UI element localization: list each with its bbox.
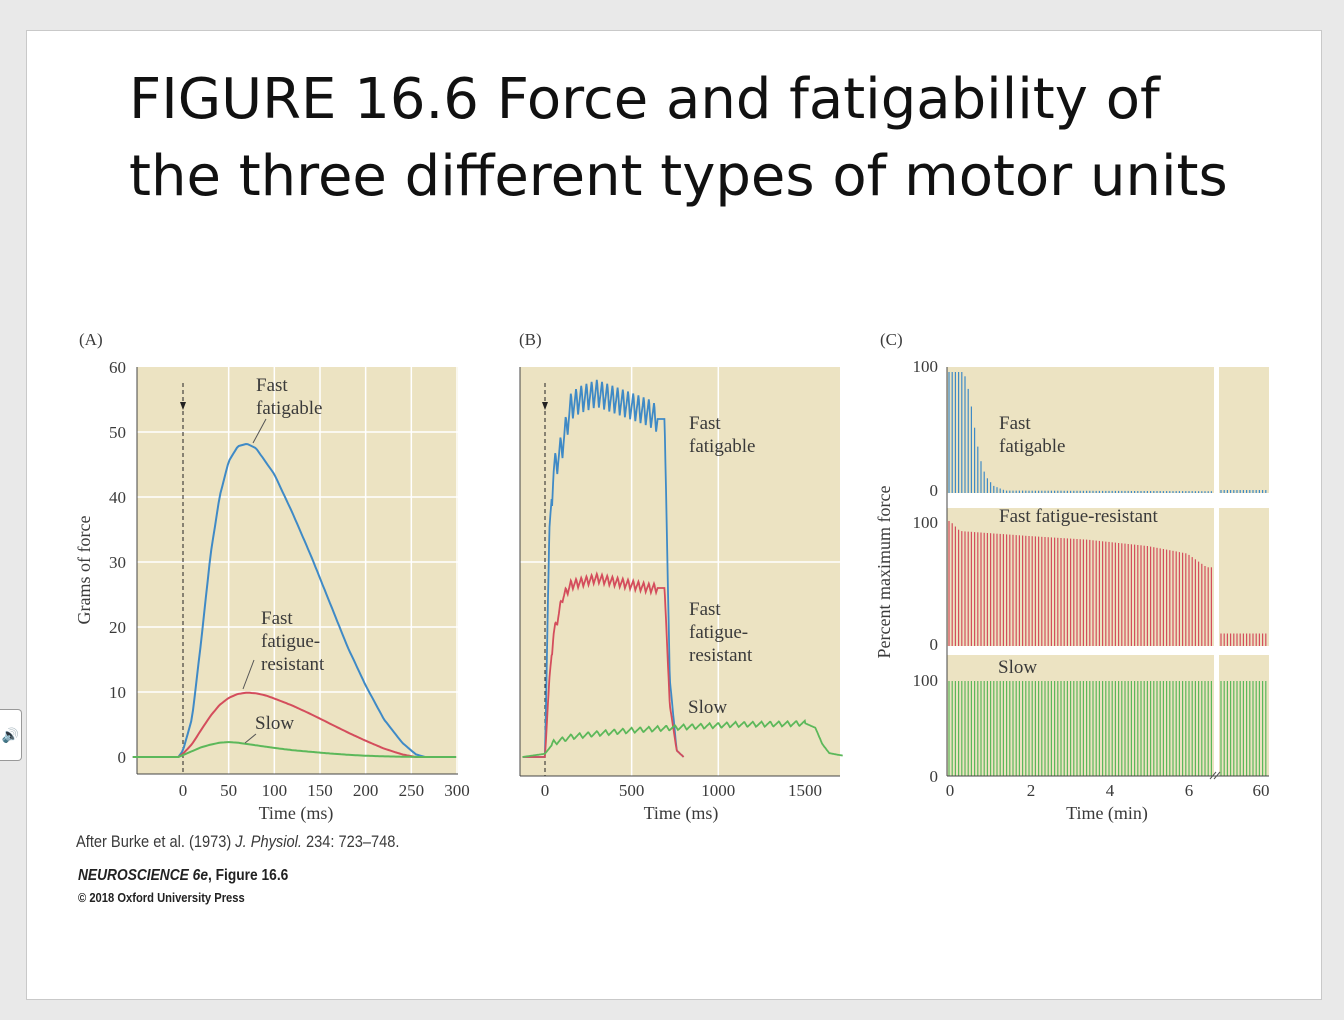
- panel-b-x-tick: 1500: [788, 781, 822, 800]
- panel-a-leader-slow: [244, 733, 257, 744]
- panel-a-x-tick: 150: [307, 781, 333, 800]
- panel-a-annotation-fast-fatigable-line-1: Fast: [256, 375, 288, 396]
- panel-a-y-tick: 50: [109, 423, 126, 442]
- book-figure: , Figure 16.6: [207, 867, 289, 884]
- panel-c-annotation-fast-fatigable-line-2: fatigable: [999, 436, 1065, 457]
- citation-suffix: 234: 723–748.: [301, 832, 400, 851]
- panel-a-leader-fast-fatigable: [252, 418, 267, 444]
- panel-a-y-tick: 40: [109, 488, 126, 507]
- panel-a-annotation-ffr-line-2: fatigue-: [261, 631, 320, 652]
- panel-a-x-tick: 200: [353, 781, 379, 800]
- panel-b-series-1: [522, 379, 685, 758]
- panel-b-background: [520, 367, 840, 776]
- panel-c-x-tick: 0: [946, 781, 955, 800]
- panel-c-y-label: Percent maximum force: [874, 486, 894, 659]
- panel-a-x-tick: 250: [399, 781, 425, 800]
- panel-c-annotation-fast-fatigable-line-1: Fast: [999, 413, 1031, 434]
- panel-b-x-tick: 500: [619, 781, 645, 800]
- panel-c-row-1-y-tick-zero: 0: [930, 481, 939, 500]
- panel-c-annotation-ffr-line-1: Fast fatigue-resistant: [999, 506, 1159, 527]
- panel-b-annotation-ffr-line-2: fatigue-: [689, 622, 748, 643]
- panel-a-series-1: [132, 442, 457, 758]
- panel-c-row-3-y-tick-zero: 0: [930, 767, 939, 786]
- source-citation: After Burke et al. (1973) J. Physiol. 23…: [76, 832, 399, 852]
- panel-a-x-tick: 50: [220, 781, 237, 800]
- panel-a-y-tick: 0: [118, 748, 127, 767]
- panel-a-background: [137, 367, 458, 774]
- panel-b-label: (B): [519, 330, 542, 349]
- panel-a-x-tick: 300: [444, 781, 470, 800]
- panel-c-x-tick: 6: [1185, 781, 1194, 800]
- audio-playback-button[interactable]: 🔊: [0, 709, 22, 761]
- panel-c-row-1-y-tick-max: 100: [913, 357, 939, 376]
- panel-a-y-tick: 30: [109, 553, 126, 572]
- panel-c-label: (C): [880, 330, 903, 349]
- panel-c-x-tick: 2: [1027, 781, 1036, 800]
- panel-a-series-2: [132, 691, 457, 758]
- panel-b-stimulus-arrow: [542, 402, 548, 410]
- panel-c-annotation-slow-line-1: Slow: [998, 657, 1037, 678]
- panel-a-x-tick: 100: [262, 781, 288, 800]
- book-credit: NEUROSCIENCE 6e, Figure 16.6: [78, 867, 288, 885]
- panel-c-axis-break: [1214, 365, 1219, 779]
- panel-a-leader-ffr: [242, 659, 255, 690]
- panel-a-stimulus-arrow: [180, 402, 186, 410]
- panel-a-annotation-ffr-line-1: Fast: [261, 608, 293, 629]
- panel-c-row-2-y-tick-max: 100: [913, 513, 939, 532]
- speaker-icon: 🔊: [1, 726, 20, 743]
- panel-a-x-label: Time (ms): [259, 803, 334, 824]
- panel-b-annotation-fast-fatigable-line-1: Fast: [689, 413, 721, 434]
- panel-b-x-label: Time (ms): [644, 803, 719, 824]
- panel-b-x-tick: 0: [541, 781, 550, 800]
- panel-c-x-label: Time (min): [1066, 803, 1148, 824]
- panel-b-annotation-ffr-line-1: Fast: [689, 599, 721, 620]
- panel-a-annotation-fast-fatigable-line-2: fatigable: [256, 398, 322, 419]
- panel-a-x-tick: 0: [179, 781, 188, 800]
- citation-prefix: After Burke et al. (1973): [76, 832, 236, 851]
- panel-a-label: (A): [79, 330, 103, 349]
- panel-a-y-tick: 60: [109, 358, 126, 377]
- panel-a-annotation-slow-line-1: Slow: [255, 713, 294, 734]
- panel-c-x-tick-after-break: 60: [1253, 781, 1270, 800]
- panel-a-y-tick: 20: [109, 618, 126, 637]
- panel-c-row-1-background: [947, 367, 1269, 493]
- slide-title: FIGURE 16.6 Force and fatigability of th…: [129, 67, 1228, 209]
- copyright-notice: © 2018 Oxford University Press: [78, 890, 245, 905]
- panel-a-y-label: Grams of force: [74, 516, 94, 625]
- panel-c-x-tick: 4: [1106, 781, 1115, 800]
- book-title: NEUROSCIENCE 6e: [78, 867, 208, 884]
- panel-b-annotation-fast-fatigable-line-2: fatigable: [689, 436, 755, 457]
- panel-b-annotation-slow-line-1: Slow: [688, 697, 727, 718]
- panel-b-series-3: [522, 718, 843, 758]
- panel-c-row-3-y-tick-max: 100: [913, 671, 939, 690]
- panel-b-annotation-ffr-line-3: resistant: [689, 645, 753, 666]
- panel-b-series-2: [522, 571, 685, 758]
- panel-c-row-2-y-tick-zero: 0: [930, 635, 939, 654]
- panel-a-y-tick: 10: [109, 683, 126, 702]
- panel-c-break-mark: [1209, 771, 1221, 780]
- citation-journal: J. Physiol.: [235, 832, 302, 851]
- panel-a-annotation-ffr-line-3: resistant: [261, 654, 325, 675]
- panel-b-x-tick: 1000: [701, 781, 735, 800]
- panel-c-row-2-background: [947, 508, 1269, 646]
- panel-a-series-3: [132, 741, 457, 758]
